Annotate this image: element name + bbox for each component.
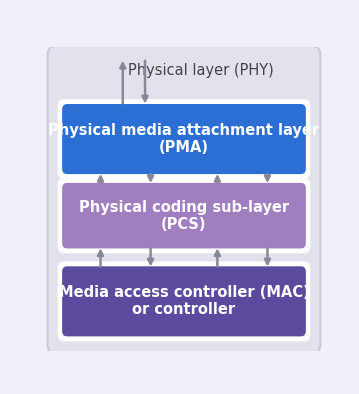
FancyBboxPatch shape — [62, 183, 306, 249]
Text: Physical coding sub-layer: Physical coding sub-layer — [79, 200, 289, 215]
Text: or controller: or controller — [132, 302, 236, 317]
FancyBboxPatch shape — [58, 99, 310, 179]
Text: (PMA): (PMA) — [159, 140, 209, 155]
FancyBboxPatch shape — [62, 104, 306, 174]
FancyBboxPatch shape — [58, 178, 310, 253]
Text: (PCS): (PCS) — [161, 217, 207, 232]
Text: Physical layer (PHY): Physical layer (PHY) — [128, 63, 274, 78]
FancyBboxPatch shape — [58, 262, 310, 341]
FancyBboxPatch shape — [48, 46, 320, 354]
Text: Physical media attachment layer: Physical media attachment layer — [48, 123, 320, 138]
FancyBboxPatch shape — [62, 266, 306, 336]
Text: Media access controller (MAC): Media access controller (MAC) — [59, 285, 309, 300]
